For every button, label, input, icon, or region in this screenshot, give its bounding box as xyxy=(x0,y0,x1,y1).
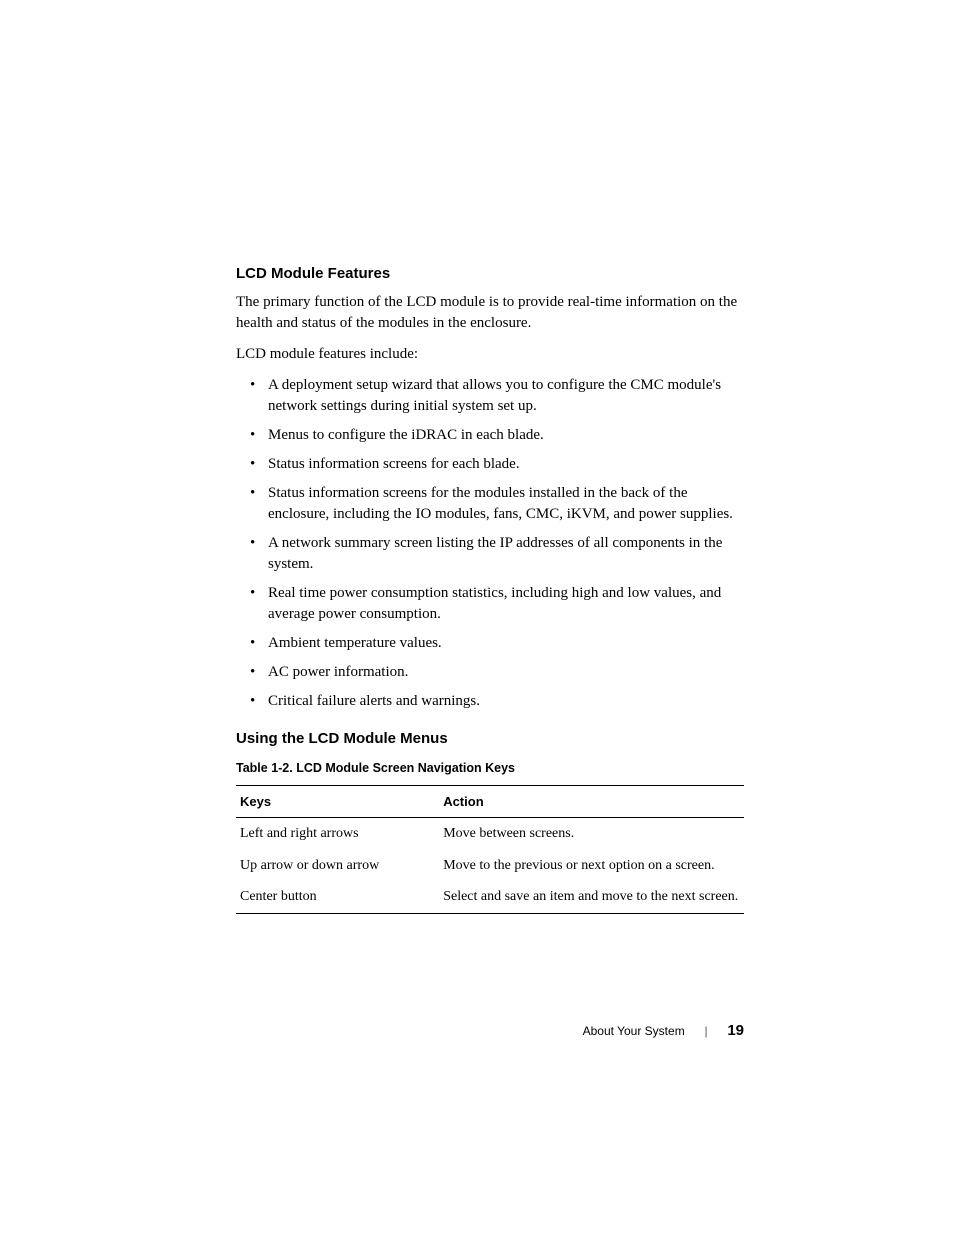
table-row: Left and right arrows Move between scree… xyxy=(236,818,744,850)
table-header-keys: Keys xyxy=(236,786,439,818)
list-item: Ambient temperature values. xyxy=(268,633,744,654)
table-caption: Table 1-2. LCD Module Screen Navigation … xyxy=(236,761,744,775)
list-item: Real time power consumption statistics, … xyxy=(268,583,744,625)
section-heading-lcd-features: LCD Module Features xyxy=(236,265,744,282)
page-content: LCD Module Features The primary function… xyxy=(0,0,954,914)
list-item: Status information screens for each blad… xyxy=(268,454,744,475)
list-item: Status information screens for the modul… xyxy=(268,483,744,525)
footer-divider: | xyxy=(705,1023,708,1039)
list-item: A network summary screen listing the IP … xyxy=(268,533,744,575)
table-header-action: Action xyxy=(439,786,744,818)
list-item: A deployment setup wizard that allows yo… xyxy=(268,375,744,417)
table-row: Up arrow or down arrow Move to the previ… xyxy=(236,850,744,882)
table-cell-keys: Center button xyxy=(236,881,439,913)
paragraph-features-include: LCD module features include: xyxy=(236,344,744,365)
navigation-keys-table: Keys Action Left and right arrows Move b… xyxy=(236,785,744,914)
table-cell-action: Move between screens. xyxy=(439,818,744,850)
list-item: Critical failure alerts and warnings. xyxy=(268,691,744,712)
feature-bullet-list: A deployment setup wizard that allows yo… xyxy=(268,375,744,712)
table-cell-action: Select and save an item and move to the … xyxy=(439,881,744,913)
section-heading-using-menus: Using the LCD Module Menus xyxy=(236,730,744,747)
table-cell-keys: Up arrow or down arrow xyxy=(236,850,439,882)
paragraph-intro: The primary function of the LCD module i… xyxy=(236,292,744,334)
page-footer: About Your System | 19 xyxy=(583,1022,744,1039)
table-cell-action: Move to the previous or next option on a… xyxy=(439,850,744,882)
footer-page-number: 19 xyxy=(727,1022,744,1039)
table-row: Center button Select and save an item an… xyxy=(236,881,744,913)
list-item: Menus to configure the iDRAC in each bla… xyxy=(268,425,744,446)
list-item: AC power information. xyxy=(268,662,744,683)
table-header-row: Keys Action xyxy=(236,786,744,818)
table-cell-keys: Left and right arrows xyxy=(236,818,439,850)
footer-section-name: About Your System xyxy=(583,1024,685,1038)
